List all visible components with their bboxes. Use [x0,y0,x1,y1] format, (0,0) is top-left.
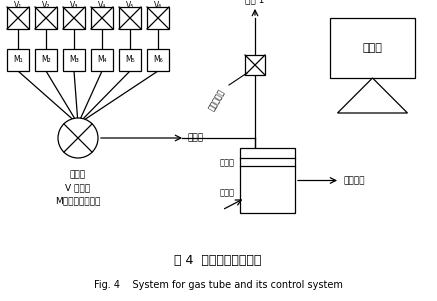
Bar [7,7,29,29]
Text: V₃: V₃ [70,1,78,10]
Bar [7,49,29,71]
Bar [35,7,57,29]
Bar [63,49,85,71]
Text: M₂: M₂ [41,55,51,64]
Text: 反应室: 反应室 [188,134,204,142]
Text: 压力传感器: 压力传感器 [207,88,227,112]
Text: M₄: M₄ [97,55,107,64]
Bar [147,49,169,71]
Text: M₅: M₅ [125,55,135,64]
Bar [119,49,141,71]
Text: Fig. 4    System for gas tube and its control system: Fig. 4 System for gas tube and its contr… [94,280,343,290]
Bar [91,7,113,29]
Bar [245,55,265,75]
Text: V₂: V₂ [42,1,50,10]
Text: 分子泵: 分子泵 [220,188,235,197]
Text: 混合器: 混合器 [70,170,86,179]
Text: 阀板阀: 阀板阀 [220,159,235,167]
Bar [91,49,113,71]
Text: M₆: M₆ [153,55,163,64]
Text: V 电磁阀: V 电磁阀 [66,183,90,192]
Bar [240,148,295,213]
Bar [63,7,85,29]
Text: 图 4  气路及其控制系统: 图 4 气路及其控制系统 [174,253,262,266]
Text: M₁: M₁ [13,55,23,64]
Polygon shape [337,78,407,113]
Circle shape [58,118,98,158]
Bar [35,49,57,71]
Text: 计算机: 计算机 [363,43,382,53]
Text: 放气 1: 放气 1 [245,0,265,4]
Bar [147,7,169,29]
Bar [330,18,415,78]
Text: V₅: V₅ [126,1,134,10]
Text: V₆: V₆ [154,1,162,10]
Bar [119,7,141,29]
Text: V₄: V₄ [98,1,106,10]
Text: M₃: M₃ [69,55,79,64]
Text: M质量流量控制器: M质量流量控制器 [55,196,101,205]
Text: 尾气处理: 尾气处理 [343,176,364,185]
Text: V₁: V₁ [14,1,22,10]
